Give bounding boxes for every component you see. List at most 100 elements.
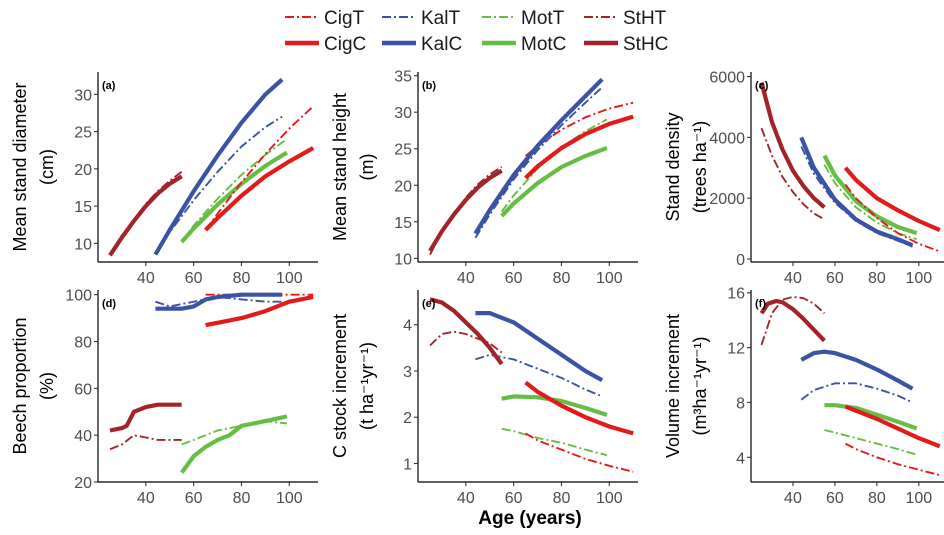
legend-item-kalc: KalC: [382, 34, 462, 55]
x-tick-label: 60: [826, 270, 844, 287]
series-line-kalt: [154, 115, 283, 256]
series-line-sthc: [428, 168, 503, 253]
panel-label: (f): [755, 298, 766, 310]
panel-f: 4 8 12 16 40 60 80 100 (f) Volume increment (m³ha⁻…: [663, 286, 944, 507]
legend-item-mott: MotT: [482, 8, 565, 29]
x-tick-label: 80: [868, 490, 886, 507]
legend-item-cigc: CigC: [285, 34, 366, 55]
series-line-mott: [180, 138, 288, 243]
series-line-mott: [501, 427, 608, 457]
legend-item-stht: StHT: [584, 8, 667, 29]
y-tick-label: 40: [74, 428, 92, 445]
legend-label: StHC: [623, 34, 668, 55]
x-tick-label: 60: [505, 490, 523, 507]
series-group: [108, 77, 315, 257]
series-line-cigt: [844, 183, 941, 253]
y-tick-label: 8: [736, 395, 745, 412]
panel-c: 0 2000 4000 6000 40 60 80 100 (c) Stand density (t…: [663, 70, 944, 287]
series-line-cigt: [525, 432, 634, 473]
series-line-stht: [429, 330, 503, 354]
y-axis-title: Beech proportion (%): [10, 317, 57, 454]
y-tick-label: 12: [727, 341, 745, 358]
series-group: [759, 295, 941, 477]
x-tick-label: 40: [784, 270, 802, 287]
y-tick-label: 10: [394, 251, 412, 268]
series-line-cigc: [204, 146, 315, 232]
y-axis-title-line: Volume increment: [663, 314, 683, 458]
x-tick-label: 80: [233, 270, 251, 287]
y-tick-label: 30: [74, 87, 92, 104]
series-line-sthc: [759, 82, 826, 209]
series-line-kalc: [153, 77, 284, 256]
y-tick-label: 60: [74, 381, 92, 398]
y-axis-title-line: Mean stand height: [330, 93, 350, 241]
panel-label: (c): [755, 80, 769, 92]
panel-label: (b): [422, 80, 436, 92]
x-tick-label: 60: [185, 490, 203, 507]
y-axis-title-line: (t ha⁻¹yr⁻¹): [357, 342, 377, 430]
series-line-kalc: [799, 136, 914, 248]
series-line-sthc: [429, 297, 504, 366]
legend-item-kalt: KalT: [382, 8, 460, 29]
y-tick-label: 20: [74, 475, 92, 492]
y-tick-label: 35: [394, 69, 412, 86]
panel-d: 20 40 60 80 100 40 60 80 100 (d) Beech proportion (…: [10, 288, 318, 507]
panel-a: 10 15 20 25 30 40 60 80 100 (a) Mean stand diamete…: [10, 72, 318, 287]
series-line-sthc: [759, 298, 826, 343]
y-tick-label: 15: [74, 199, 92, 216]
y-axis-title-line: Stand density: [663, 112, 683, 221]
y-tick-label: 25: [394, 142, 412, 159]
y-tick-label: 25: [74, 125, 92, 142]
y-axis-title-line: (m³ha⁻¹yr⁻¹): [690, 337, 710, 436]
series-group: [109, 292, 314, 474]
panel-label: (a): [102, 80, 116, 92]
x-tick-label: 40: [457, 490, 475, 507]
y-tick-label: 20: [394, 178, 412, 195]
series-line-kalc: [475, 311, 604, 383]
series-line-motc: [180, 414, 288, 474]
series-line-sthc: [109, 402, 182, 433]
x-tick-label: 40: [457, 270, 475, 287]
series-line-motc: [824, 403, 918, 431]
x-tick-label: 40: [137, 270, 155, 287]
y-axis-title-line: (cm): [37, 149, 57, 185]
y-axis-title: C stock increment (t ha⁻¹yr⁻¹): [330, 314, 377, 458]
series-line-kalc: [800, 349, 914, 391]
y-tick-label: 10: [74, 236, 92, 253]
y-axis-title: Mean stand diameter (cm): [10, 82, 57, 251]
y-tick-label: 4000: [709, 130, 745, 147]
y-tick-label: 30: [394, 105, 412, 122]
y-axis-title-line: C stock increment: [330, 314, 350, 458]
y-tick-label: 15: [394, 215, 412, 232]
series-line-motc: [500, 146, 608, 218]
series-line-cigt: [524, 101, 634, 157]
y-axis-title: Stand density (trees ha⁻¹): [663, 112, 710, 221]
x-tick-label: 60: [185, 270, 203, 287]
series-line-cigc: [524, 380, 634, 436]
y-tick-label: 2000: [709, 191, 745, 208]
x-tick-label: 80: [553, 490, 571, 507]
y-tick-label: 4: [403, 318, 412, 335]
panel-label: (e): [422, 298, 436, 310]
series-group: [428, 77, 634, 256]
legend: CigT KalT MotT StHT CigC KalC MotC StHC: [285, 8, 668, 55]
series-line-kalc: [473, 77, 604, 235]
series-line-motc: [822, 154, 918, 236]
series-line-sthc: [108, 174, 183, 257]
series-line-mott: [824, 428, 917, 456]
y-tick-label: 4: [736, 450, 745, 467]
legend-label: CigC: [324, 34, 366, 55]
series-group: [759, 82, 941, 253]
x-tick-label: 80: [868, 270, 886, 287]
series-line-kalt: [474, 86, 603, 239]
y-axis-title-line: Beech proportion: [10, 317, 30, 454]
series-line-cigc: [524, 114, 634, 180]
panel-label: (d): [102, 298, 116, 310]
y-axis-title-line: (m): [357, 154, 377, 181]
legend-label: StHT: [623, 8, 667, 29]
y-tick-label: 100: [65, 288, 92, 305]
x-tick-label: 100: [596, 270, 623, 287]
x-tick-label: 80: [553, 270, 571, 287]
series-line-cigc: [205, 294, 314, 328]
